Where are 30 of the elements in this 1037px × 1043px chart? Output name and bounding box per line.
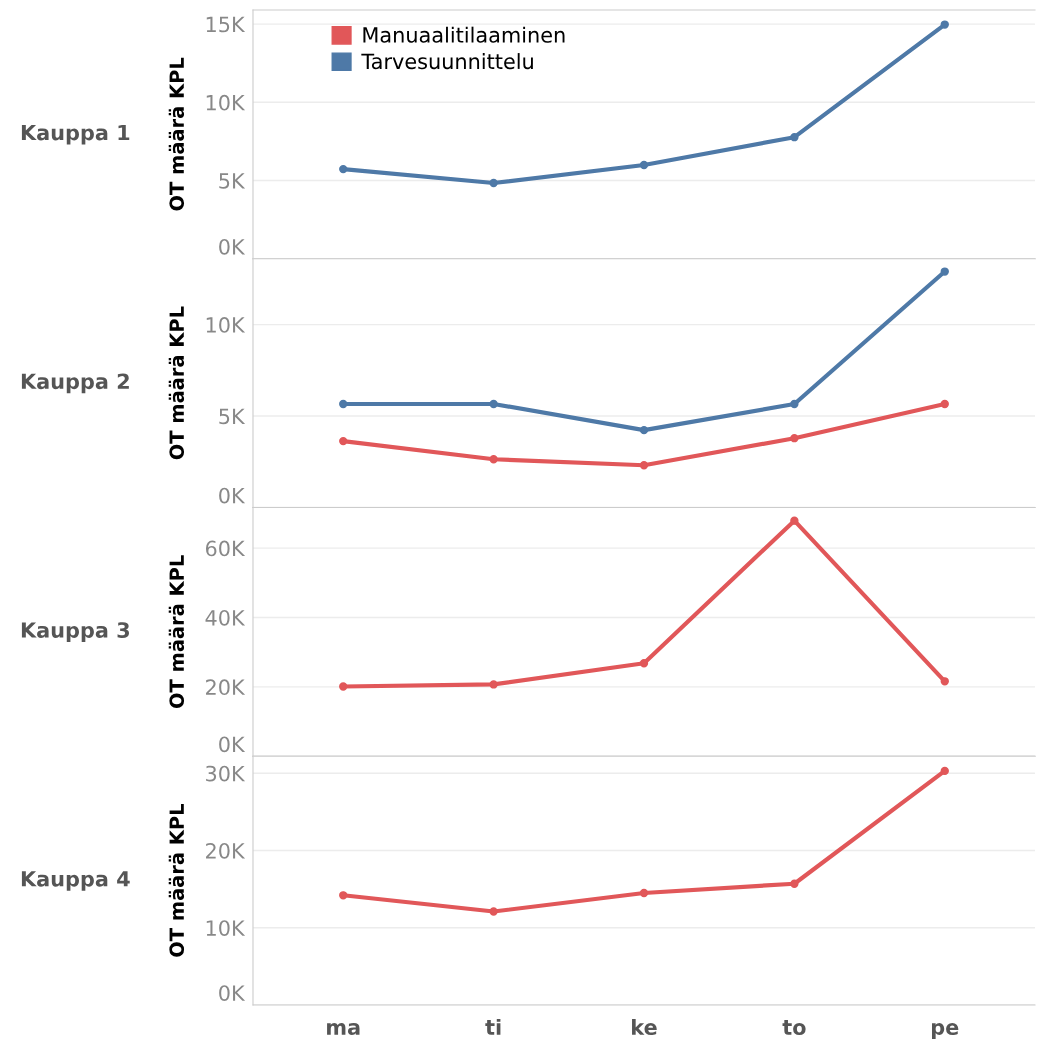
x-tick-label: pe <box>932 1023 959 1040</box>
y-axis-title: OT määrä KPL <box>168 555 185 709</box>
text: Kauppa 2 <box>21 373 129 394</box>
y-tick-label: 40K <box>205 609 246 626</box>
x-tick-label: ma <box>327 1023 360 1036</box>
y-tick-label: 15K <box>206 16 246 33</box>
y-tick-label: 0K <box>219 238 246 255</box>
text: Kauppa 3 <box>21 622 130 642</box>
y-tick-label: 10K <box>206 920 246 936</box>
x-tick-label: to <box>782 1020 806 1036</box>
y-tick-label: 10K <box>206 317 246 333</box>
x-tick-label: ti <box>485 1018 501 1035</box>
y-tick-label: 5K <box>219 408 246 425</box>
y-tick-label: 5K <box>219 173 246 189</box>
y-axis-title: OT määrä KPL <box>168 306 185 460</box>
text: Kauppa 4 <box>21 871 130 891</box>
y-tick-label: 60K <box>205 540 246 557</box>
y-tick-label: 10K <box>206 94 246 111</box>
x-tick-label: ke <box>632 1018 657 1036</box>
text: Kauppa 1 <box>21 124 130 145</box>
y-tick-label: 0K <box>219 487 246 504</box>
y-axis-title: OT määrä KPL <box>168 804 185 957</box>
y-tick-label: 0K <box>219 736 246 753</box>
y-tick-label: 20K <box>206 842 246 859</box>
y-tick-label: 0K <box>219 985 246 1001</box>
legend-label: Manuaalitilaaminen <box>363 26 565 43</box>
y-tick-label: 20K <box>206 679 246 696</box>
y-axis-title: OT määrä KPL <box>168 57 185 211</box>
y-tick-label: 30K <box>206 765 246 782</box>
legend-label: Tarvesuunnittelu <box>361 53 533 70</box>
